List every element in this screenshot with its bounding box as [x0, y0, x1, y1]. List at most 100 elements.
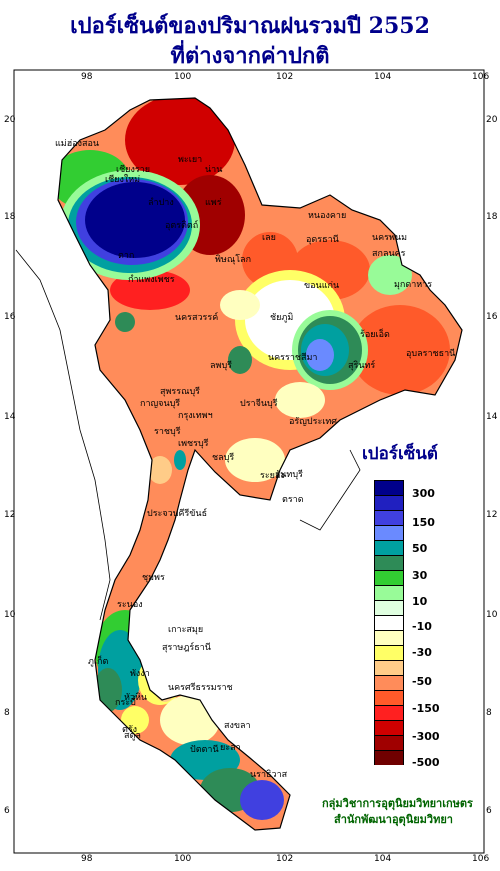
- province-label: ราชบุรี: [154, 426, 181, 437]
- x-tick-top: 102: [276, 72, 294, 82]
- legend-label: 50: [412, 542, 428, 555]
- legend-swatch: [374, 525, 404, 540]
- province-label: ลพบุรี: [210, 360, 232, 371]
- legend-swatch: [374, 495, 404, 510]
- province-label: น่าน: [205, 165, 222, 175]
- legend-swatch: [374, 750, 404, 765]
- map-title-line1: เปอร์เซ็นต์ของปริมาณฝนรวมปี 2552: [70, 13, 430, 39]
- province-label: อุดรธานี: [306, 234, 339, 245]
- province-label: ตาก: [118, 251, 134, 261]
- legend-swatch: [374, 480, 404, 495]
- legend-label: -10: [412, 620, 432, 633]
- y-tick-right: 18: [486, 212, 498, 222]
- province-label: พะเยา: [178, 155, 202, 165]
- legend-title: เปอร์เซ็นต์: [362, 444, 438, 464]
- province-label: ชุมพร: [142, 573, 165, 583]
- legend-swatch: [374, 600, 404, 615]
- province-label: ร้อยเอ็ด: [360, 327, 390, 340]
- map-title-line2: ที่ต่างจากค่าปกติ: [170, 43, 330, 69]
- province-label: เกาะสมุย: [168, 625, 203, 635]
- country-outline: [57, 97, 463, 831]
- x-tick-bottom: 102: [276, 854, 294, 864]
- legend-swatch: [374, 510, 404, 525]
- province-label: ปัตตานี: [190, 744, 219, 755]
- legend-swatch: [374, 705, 404, 720]
- province-label: สกลนคร: [372, 249, 406, 259]
- legend-swatch: [374, 735, 404, 750]
- province-label: กำแพงเพชร: [128, 274, 175, 285]
- province-label: สุรินทร์: [348, 359, 375, 371]
- x-tick-bottom: 98: [81, 854, 93, 864]
- province-label: พังงา: [130, 669, 150, 679]
- legend-label: -50: [412, 675, 432, 688]
- province-label: ภูเก็ต: [88, 654, 108, 667]
- province-label: ตราด: [282, 495, 304, 505]
- legend-swatch: [374, 645, 404, 660]
- legend-swatch: [374, 540, 404, 555]
- province-label: ชลบุรี: [212, 452, 234, 463]
- y-tick-right: 12: [486, 510, 498, 520]
- province-label: อุตรดิตถ์: [165, 219, 198, 231]
- province-label: ยะลา: [220, 743, 241, 753]
- legend-swatch: [374, 720, 404, 735]
- province-label: ลำปาง: [148, 197, 174, 208]
- y-tick-left: 16: [4, 312, 16, 322]
- province-label: สุราษฎร์ธานี: [162, 641, 211, 653]
- x-tick-top: 98: [81, 72, 93, 82]
- legend-swatch: [374, 630, 404, 645]
- y-tick-left: 8: [4, 708, 10, 718]
- neighbor-border-east: [299, 449, 361, 531]
- y-tick-left: 6: [4, 806, 10, 816]
- y-tick-right: 16: [486, 312, 498, 322]
- legend-label: -30: [412, 646, 432, 659]
- province-label: ระยอง: [260, 471, 285, 481]
- province-label: กาญจนบุรี: [140, 398, 180, 409]
- y-tick-left: 12: [4, 510, 16, 520]
- province-label: กระบี่: [115, 695, 136, 708]
- province-label: แพร่: [205, 198, 222, 208]
- x-tick-bottom: 104: [374, 854, 392, 864]
- legend-label: -150: [412, 702, 440, 715]
- x-tick-top: 100: [174, 72, 192, 82]
- legend-swatch: [374, 660, 404, 675]
- legend-colorbar: 300 150 50 30 10 -10 -30 -50 -150 -300 -500: [374, 480, 440, 769]
- y-tick-right: 10: [486, 610, 498, 620]
- province-label: ปราจีนบุรี: [240, 398, 278, 409]
- province-label: หัวหิน: [124, 692, 147, 703]
- legend-swatch: [374, 675, 404, 690]
- legend-label: 10: [412, 595, 428, 608]
- province-label: ตรัง: [122, 725, 137, 735]
- province-label: เพชรบุรี: [178, 438, 209, 449]
- province-label: จันทบุรี: [275, 469, 303, 480]
- province-label: อุบลราชธานี: [406, 348, 455, 359]
- legend-swatch: [374, 555, 404, 570]
- x-tick-top: 104: [374, 72, 392, 82]
- y-tick-right: 14: [486, 412, 498, 422]
- y-tick-left: 20: [4, 115, 16, 125]
- province-label: ประจวบคีรีขันธ์: [147, 507, 207, 519]
- province-label: นครสวรรค์: [175, 311, 218, 323]
- province-label: ขอนแก่น: [304, 281, 339, 291]
- province-label: นครราชสีมา: [268, 352, 317, 363]
- y-tick-right: 20: [486, 115, 498, 125]
- legend-label: -300: [412, 730, 440, 743]
- province-label: กรุงเทพฯ: [178, 411, 213, 421]
- legend-label: 150: [412, 516, 435, 529]
- province-label: อรัญประเทศ: [289, 417, 337, 427]
- legend-label: 300: [412, 487, 435, 500]
- credit-line2: สำนักพัฒนาอุตุนิยมวิทยา: [334, 813, 453, 826]
- x-tick-bottom: 106: [472, 854, 490, 864]
- province-label: นราธิวาส: [250, 769, 288, 780]
- legend-swatch: [374, 690, 404, 705]
- province-label: สงขลา: [224, 721, 251, 731]
- y-tick-left: 18: [4, 212, 16, 222]
- province-label: นครศรีธรรมราช: [168, 682, 233, 693]
- credit-line1: กลุ่มวิชาการอุตุนิยมวิทยาเกษตร: [322, 797, 473, 810]
- x-tick-bottom: 100: [174, 854, 192, 864]
- province-label: เชียงราย: [116, 164, 150, 175]
- province-label: สุพรรณบุรี: [160, 386, 200, 397]
- province-label: เลย: [262, 233, 276, 243]
- province-label: หนองคาย: [308, 211, 346, 221]
- y-tick-left: 10: [4, 610, 16, 620]
